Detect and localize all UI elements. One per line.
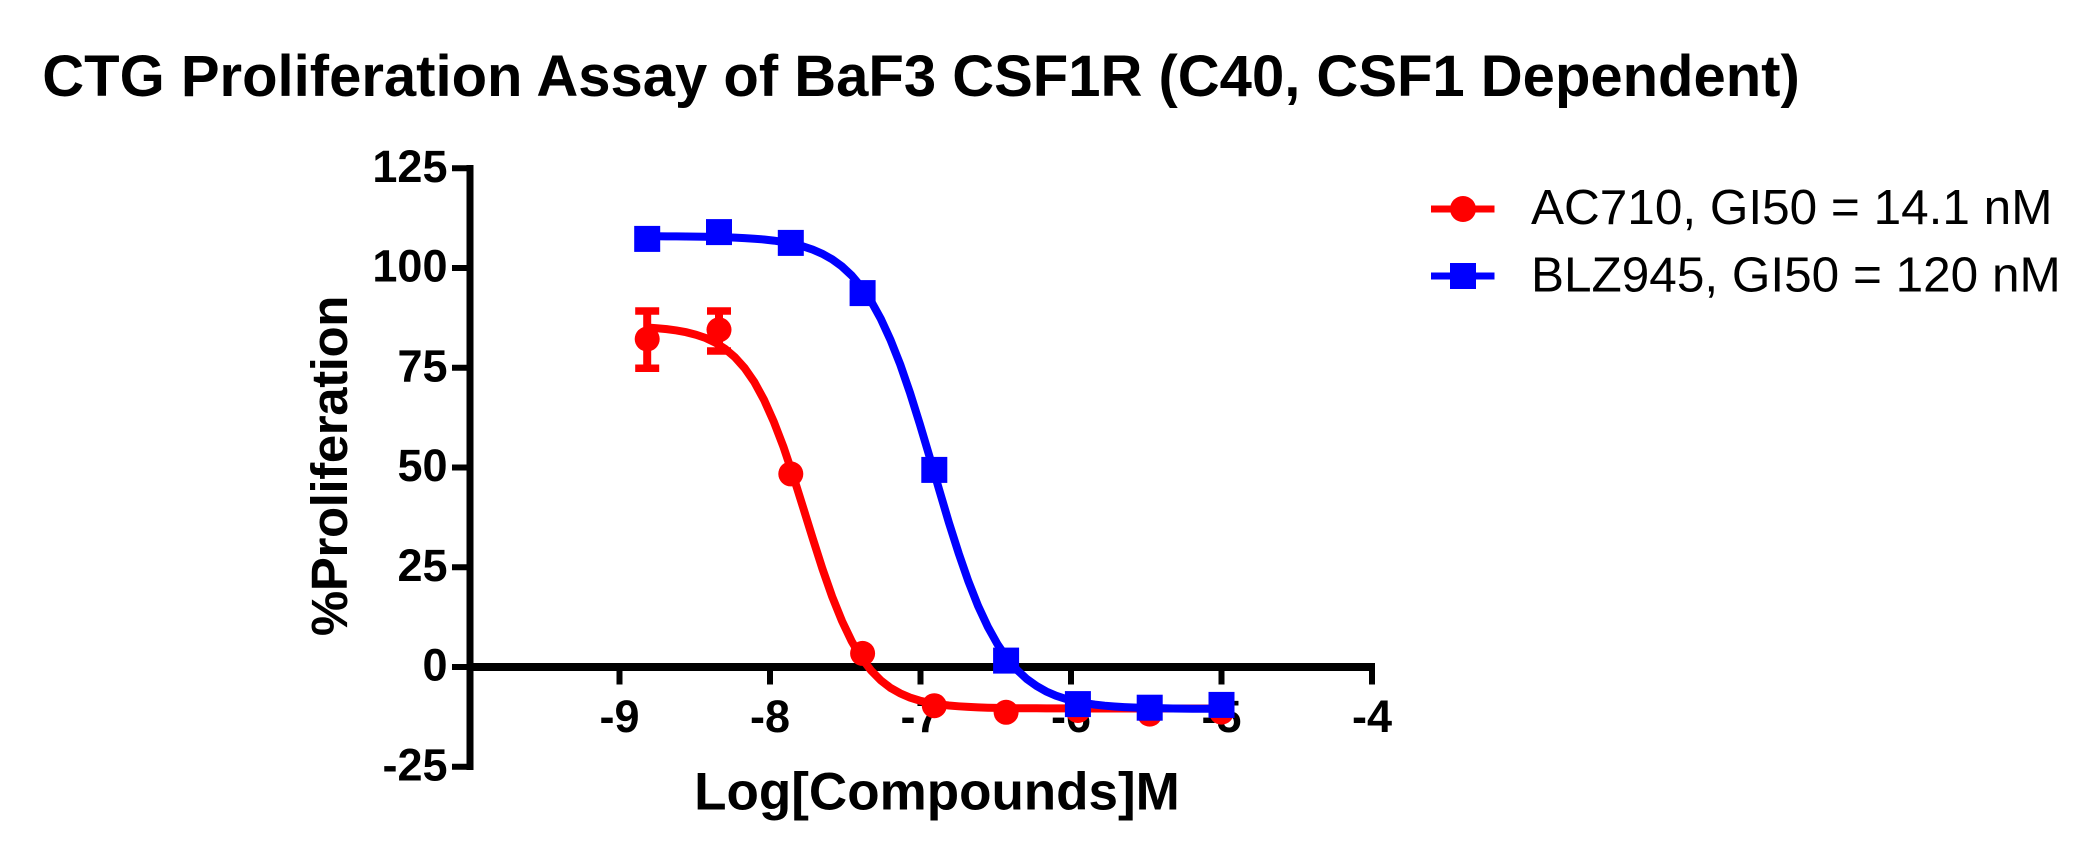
svg-text:50: 50 — [397, 440, 447, 491]
svg-text:BLZ945, GI50 = 120 nM: BLZ945, GI50 = 120 nM — [1531, 248, 2061, 303]
svg-text:0: 0 — [422, 640, 447, 691]
svg-text:-25: -25 — [382, 739, 447, 790]
svg-text:25: 25 — [397, 540, 447, 591]
svg-text:AC710, GI50 = 14.1 nM: AC710, GI50 = 14.1 nM — [1531, 180, 2052, 235]
svg-text:125: 125 — [372, 141, 447, 192]
svg-text:-8: -8 — [750, 691, 790, 742]
svg-text:-4: -4 — [1352, 691, 1392, 742]
svg-text:75: 75 — [397, 340, 447, 391]
svg-text:-9: -9 — [599, 691, 639, 742]
svg-text:100: 100 — [372, 241, 447, 292]
svg-text:%Proliferation: %Proliferation — [301, 296, 358, 636]
svg-text:Log[Compounds]M: Log[Compounds]M — [694, 763, 1180, 822]
svg-text:CTG Proliferation Assay of BaF: CTG Proliferation Assay of BaF3 CSF1R (C… — [42, 44, 1800, 109]
